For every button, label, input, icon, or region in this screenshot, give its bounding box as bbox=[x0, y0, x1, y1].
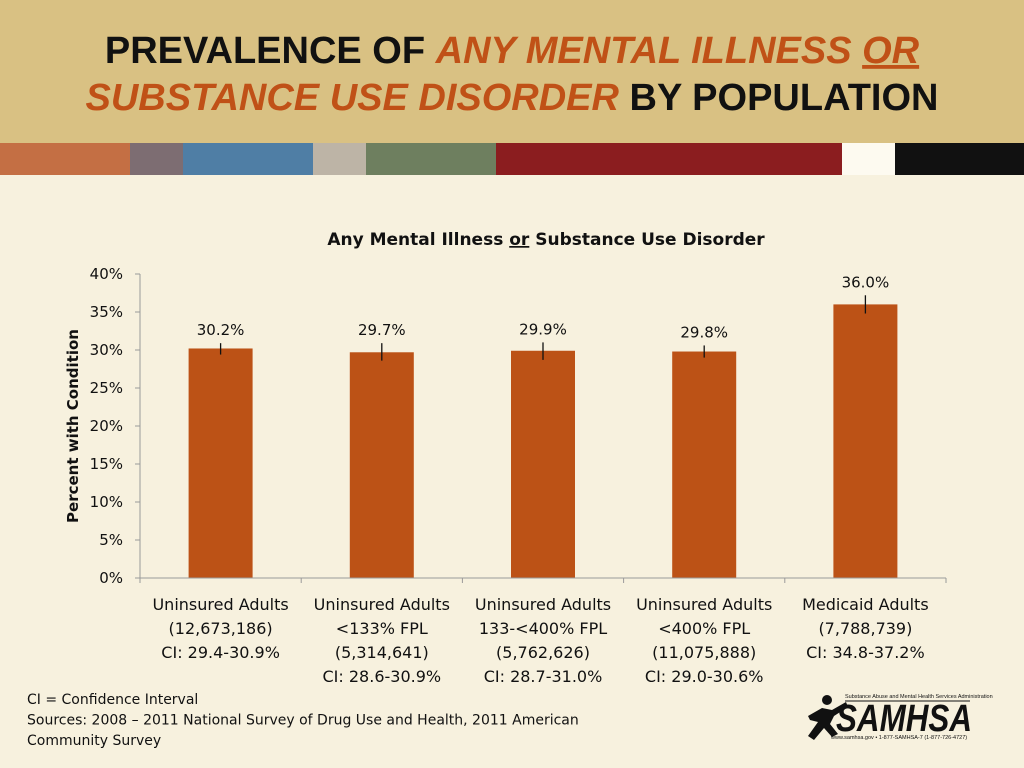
x-category-label: Uninsured Adults bbox=[636, 595, 772, 614]
x-category-label: (5,762,626) bbox=[496, 643, 590, 662]
bars: 30.2% 29.7% 29.9% 29.8% 36.0% bbox=[188, 273, 898, 578]
y-axis: 0% 5% 10% 15% 20% 25% 30% 35% 40% bbox=[90, 265, 141, 587]
x-category-label: CI: 29.0-30.6% bbox=[645, 667, 764, 686]
color-strip bbox=[0, 143, 1024, 175]
data-label: 29.7% bbox=[358, 321, 406, 339]
color-strip-segment bbox=[313, 143, 366, 175]
x-category-label: (12,673,186) bbox=[169, 619, 273, 638]
logo-wordmark: SAMHSA bbox=[836, 698, 972, 740]
data-label: 29.9% bbox=[519, 320, 567, 338]
footnote-line: CI = Confidence Interval bbox=[27, 692, 198, 708]
title-run: ANY MENTAL ILLNESS bbox=[435, 30, 862, 72]
x-category-label: Medicaid Adults bbox=[802, 595, 929, 614]
y-tick-label: 10% bbox=[90, 493, 123, 511]
chart-title-run: or bbox=[509, 230, 530, 250]
footnote-line: Community Survey bbox=[27, 733, 161, 749]
person-figure-icon bbox=[808, 695, 848, 740]
chart-title-run: Substance Use Disorder bbox=[529, 230, 765, 250]
bar bbox=[349, 352, 414, 578]
samhsa-logo: Substance Abuse and Mental Health Servic… bbox=[808, 694, 993, 741]
title-run: PREVALENCE OF bbox=[105, 30, 436, 72]
x-category-label: CI: 28.7-31.0% bbox=[484, 667, 603, 686]
y-tick-label: 35% bbox=[90, 303, 123, 321]
color-strip-segment bbox=[183, 143, 313, 175]
y-tick-label: 30% bbox=[90, 341, 123, 359]
y-axis-label: Percent with Condition bbox=[64, 329, 82, 523]
logo-tagline: Substance Abuse and Mental Health Servic… bbox=[845, 694, 993, 700]
x-category-label: (11,075,888) bbox=[652, 643, 756, 662]
footnote-line: Sources: 2008 – 2011 National Survey of … bbox=[27, 713, 579, 729]
bar bbox=[672, 351, 737, 578]
x-category-label: Uninsured Adults bbox=[314, 595, 450, 614]
y-tick-label: 20% bbox=[90, 417, 123, 435]
x-category-label: CI: 34.8-37.2% bbox=[806, 643, 925, 662]
y-tick-label: 40% bbox=[90, 265, 123, 283]
chart-title-run: Any Mental Illness bbox=[327, 230, 509, 250]
x-category-label: CI: 29.4-30.9% bbox=[161, 643, 280, 662]
x-category-label: CI: 28.6-30.9% bbox=[323, 667, 442, 686]
data-label: 30.2% bbox=[197, 321, 245, 339]
y-tick-label: 25% bbox=[90, 379, 123, 397]
bar bbox=[833, 304, 898, 578]
title-run: OR bbox=[862, 30, 920, 72]
data-label: 29.8% bbox=[680, 323, 728, 341]
x-category-label: 133-<400% FPL bbox=[479, 619, 607, 638]
color-strip-segment bbox=[895, 143, 1024, 175]
color-strip-segment bbox=[130, 143, 183, 175]
title-line-2: SUBSTANCE USE DISORDER BY POPULATION bbox=[86, 77, 939, 119]
x-category-label: <400% FPL bbox=[658, 619, 750, 638]
data-label: 36.0% bbox=[842, 273, 890, 291]
title-run: BY POPULATION bbox=[619, 77, 939, 119]
title-run: SUBSTANCE USE DISORDER bbox=[86, 77, 620, 119]
x-category-label: (5,314,641) bbox=[335, 643, 429, 662]
x-category-label: Uninsured Adults bbox=[152, 595, 288, 614]
bar bbox=[188, 348, 253, 578]
x-category-label: Uninsured Adults bbox=[475, 595, 611, 614]
color-strip-segment bbox=[496, 143, 842, 175]
x-axis: Uninsured Adults (12,673,186) CI: 29.4-30.… bbox=[139, 577, 947, 686]
y-tick-label: 15% bbox=[90, 455, 123, 473]
x-category-label: <133% FPL bbox=[336, 619, 428, 638]
color-strip-segment bbox=[0, 143, 130, 175]
chart-title: Any Mental Illness or Substance Use Diso… bbox=[327, 230, 765, 250]
footnote: CI = Confidence Interval Sources: 2008 – … bbox=[27, 692, 579, 749]
bar-chart: Any Mental Illness or Substance Use Diso… bbox=[64, 230, 947, 686]
color-strip-segment bbox=[366, 143, 496, 175]
x-category-label: (7,788,739) bbox=[818, 619, 912, 638]
logo-contact: www.samhsa.gov • 1-877-SAMHSA-7 (1-877-7… bbox=[830, 735, 967, 741]
bar bbox=[511, 350, 575, 578]
title-line-1: PREVALENCE OF ANY MENTAL ILLNESS OR bbox=[105, 30, 920, 72]
header-band bbox=[0, 0, 1024, 143]
y-tick-label: 0% bbox=[99, 569, 123, 587]
color-strip-segment bbox=[842, 143, 895, 175]
y-tick-label: 5% bbox=[99, 531, 123, 549]
